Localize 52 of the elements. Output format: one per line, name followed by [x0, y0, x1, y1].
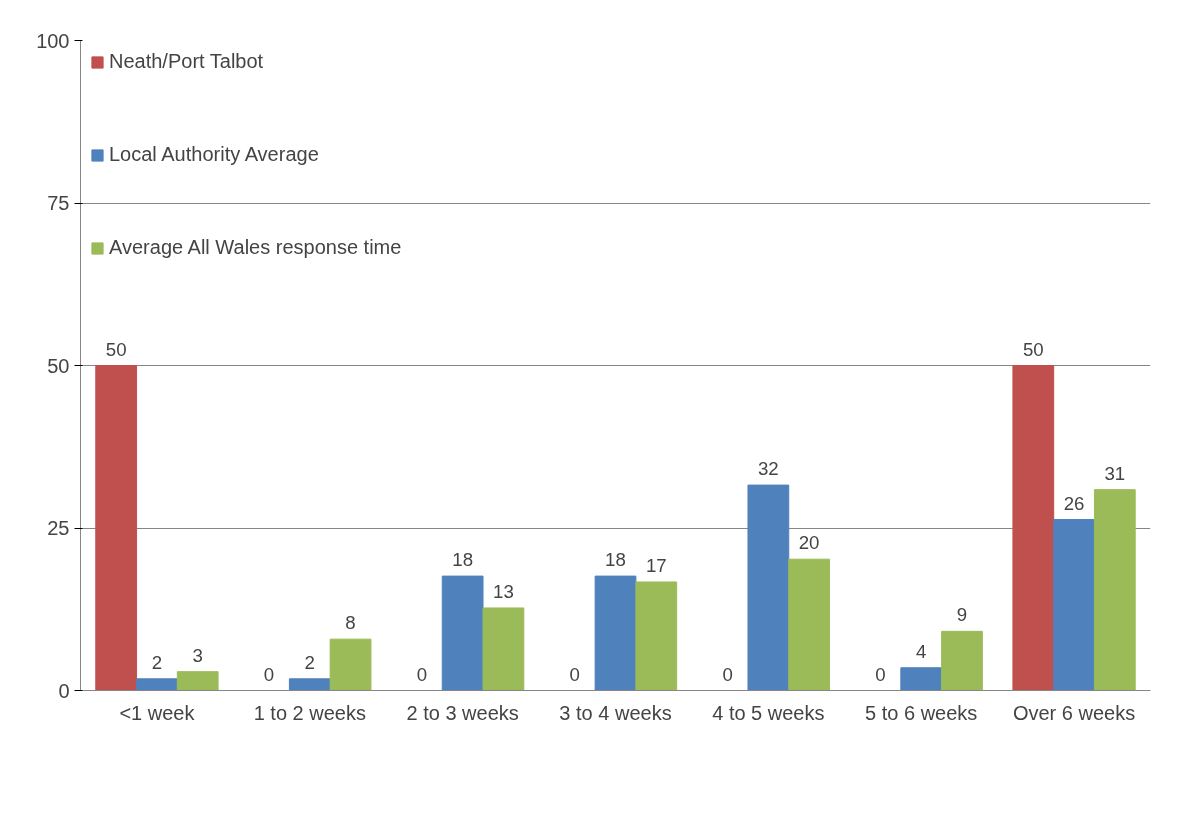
y-tick-label: 50 — [47, 354, 70, 377]
bar — [441, 575, 484, 691]
data-label: 32 — [757, 458, 779, 480]
y-tick-label: 75 — [47, 192, 70, 214]
bar — [941, 630, 983, 691]
data-label: 4 — [916, 640, 927, 662]
data-label: 0 — [875, 663, 886, 685]
data-label: 18 — [605, 549, 626, 571]
bar — [747, 484, 790, 691]
legend-label: Local Authority Average — [109, 143, 319, 166]
x-tick-label: Over 6 weeks — [1012, 701, 1136, 724]
bar — [594, 575, 637, 691]
data-label: 18 — [452, 549, 474, 571]
data-label: 31 — [1104, 462, 1126, 484]
data-label: 9 — [956, 604, 968, 626]
data-label: 2 — [304, 651, 315, 673]
bar — [788, 558, 830, 691]
data-label: 2 — [151, 651, 163, 673]
bar — [329, 638, 372, 691]
bar — [900, 667, 943, 691]
y-tick-label: 0 — [58, 679, 70, 702]
data-label: 17 — [645, 554, 667, 576]
bar — [1093, 489, 1136, 691]
data-label: 26 — [1063, 492, 1085, 514]
bar — [635, 581, 678, 691]
legend-label: Neath/Port Talbot — [109, 50, 264, 73]
data-label: 0 — [263, 663, 275, 685]
y-tick-label: 100 — [36, 29, 70, 52]
data-label: 20 — [798, 532, 820, 554]
legend-label: Average All Wales response time — [109, 236, 402, 259]
data-label: 0 — [569, 663, 580, 685]
data-label: 3 — [192, 644, 203, 666]
x-tick-label: 2 to 3 weeks — [406, 701, 519, 724]
bar — [176, 671, 219, 691]
x-tick-label: 5 to 6 weeks — [865, 701, 978, 724]
bar — [482, 607, 525, 691]
bar — [288, 678, 331, 691]
x-tick-label: 4 to 5 weeks — [712, 701, 825, 724]
x-tick-label: <1 week — [119, 701, 196, 724]
bar — [1053, 519, 1095, 691]
data-label: 13 — [493, 580, 514, 602]
data-label: 50 — [1022, 338, 1044, 360]
data-label: 50 — [105, 338, 127, 360]
data-label: 8 — [345, 612, 356, 634]
data-label: 0 — [416, 663, 428, 685]
bar — [136, 678, 178, 691]
x-tick-label: 1 to 2 weeks — [253, 701, 366, 724]
x-tick-label: 3 to 4 weeks — [559, 701, 672, 724]
bar — [95, 365, 138, 691]
y-tick-label: 25 — [47, 517, 70, 539]
bar — [1012, 365, 1055, 691]
data-label: 0 — [722, 663, 733, 685]
